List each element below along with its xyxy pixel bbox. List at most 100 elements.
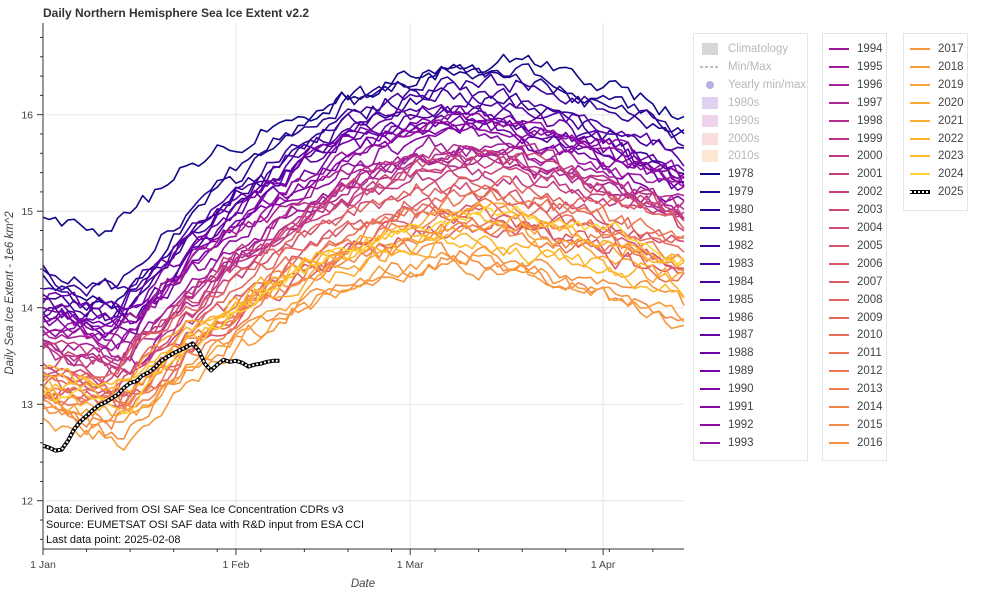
series-line-1989: [42, 117, 685, 336]
series-line-1986: [42, 111, 685, 338]
legend-label: Yearly min/max: [728, 78, 807, 91]
x-tick-label: 1 Apr: [591, 559, 616, 571]
legend-swatch: [700, 40, 720, 58]
legend-label: 1997: [857, 96, 883, 109]
legend-label: 2005: [857, 239, 883, 252]
series-line-1985: [42, 95, 685, 321]
series-line-2008: [42, 175, 685, 386]
legend-swatch: [700, 344, 720, 362]
legend-swatch: [829, 40, 849, 58]
legend-swatch: [910, 76, 930, 94]
legend-swatch: [700, 183, 720, 201]
legend-swatch: [700, 165, 720, 183]
chart-title: Daily Northern Hemisphere Sea Ice Extent…: [43, 6, 309, 20]
legend-label: 1987: [728, 329, 754, 342]
series-line-2019: [42, 220, 685, 418]
legend-label: 2007: [857, 275, 883, 288]
y-axis-label: Daily Sea Ice Extent - 1e6 km^2: [4, 211, 16, 375]
legend-swatch: [700, 291, 720, 309]
legend-swatch: [700, 380, 720, 398]
legend-swatch: [829, 255, 849, 273]
legend-swatch: [829, 147, 849, 165]
legend-label: 1980s: [728, 96, 760, 109]
series-line-2023: [42, 234, 685, 391]
year-series-lines: [42, 53, 685, 451]
legend-swatch: [910, 40, 930, 58]
legend-swatch: [700, 398, 720, 416]
source-note-line: Data: Derived from OSI SAF Sea Ice Conce…: [46, 504, 344, 516]
legend-column-1: Climatology Min/Max Yearly min/max 1980s 199…: [693, 33, 808, 461]
legend-label: 2010s: [728, 150, 760, 163]
series-line-1980: [42, 63, 685, 290]
legend-swatch: [910, 58, 930, 76]
legend-label: 1990s: [728, 114, 760, 127]
series-line-2018: [42, 251, 685, 451]
legend-column-3: 2017 2018 2019 2020 2021 2022 2023 2024 2025: [903, 33, 968, 211]
legend-swatch: [829, 183, 849, 201]
legend-label: 1980: [728, 204, 754, 217]
legend-label: 2025: [938, 186, 964, 199]
x-tick-label: 1 Jan: [30, 559, 56, 571]
legend-label: 2000s: [728, 132, 760, 145]
source-note-line: Source: EUMETSAT OSI SAF data with R&D i…: [46, 519, 365, 531]
x-tick-label: 1 Mar: [397, 559, 424, 571]
legend-label: 2003: [857, 204, 883, 217]
legend-label: 2017: [938, 43, 964, 55]
series-line-2020: [42, 201, 685, 401]
legend-label: 2015: [857, 418, 883, 431]
legend-swatch: [700, 219, 720, 237]
series-line-2015: [42, 241, 685, 431]
legend-label: 1999: [857, 132, 883, 145]
legend-label: 1988: [728, 347, 754, 360]
legend-column-2: 1994 1995 1996 1997 1998 1999 2000 2001 2002 2003…: [822, 33, 887, 461]
legend-swatch: [700, 273, 720, 291]
series-line-2017: [42, 258, 685, 429]
series-line-1995: [42, 142, 685, 367]
legend-swatch: [700, 416, 720, 434]
legend-label: 1993: [728, 436, 754, 449]
y-tick-label: 16: [21, 110, 33, 122]
legend-label: 2014: [857, 401, 883, 413]
legend-swatch: [700, 76, 720, 94]
x-axis-label: Date: [351, 578, 375, 590]
legend-label: 2006: [857, 257, 883, 270]
legend-label: 1985: [728, 293, 754, 306]
legend-label: 1991: [728, 401, 754, 413]
legend-swatch: [829, 273, 849, 291]
legend-label: 1983: [728, 257, 754, 270]
series-line-1991: [42, 123, 685, 331]
legend-label: 2004: [857, 222, 883, 234]
legend-swatch: [829, 219, 849, 237]
legend-label: 2000: [857, 150, 883, 163]
legend-swatch: [700, 58, 720, 76]
legend-label: 2022: [938, 132, 964, 145]
legend-label: 1995: [857, 60, 883, 73]
series-line-2012: [42, 189, 685, 413]
series-line-2000: [42, 166, 685, 379]
series-line-2024: [42, 205, 685, 415]
current-year-line: [42, 341, 280, 453]
legend-label: 1978: [728, 168, 754, 181]
legend-swatch: [700, 309, 720, 327]
source-note-line: Last data point: 2025-02-08: [46, 534, 181, 546]
legend-label: 2018: [938, 60, 964, 73]
y-tick-label: 15: [21, 206, 33, 218]
legend-swatch: [829, 434, 849, 452]
legend-label: 2016: [857, 436, 883, 449]
legend-label: 1990: [728, 383, 754, 396]
y-tick-label: 13: [21, 399, 33, 411]
series-line-1996: [42, 148, 685, 350]
series-line-2014: [42, 218, 685, 424]
legend-label: 1982: [728, 239, 754, 252]
legend-swatch: [700, 362, 720, 380]
x-tick-label: 1 Feb: [222, 559, 249, 571]
legend-swatch: [910, 147, 930, 165]
legend-swatch: [829, 362, 849, 380]
legend-label: 1984: [728, 275, 754, 288]
legend-swatch: [700, 112, 720, 130]
source-note: Data: Derived from OSI SAF Sea Ice Conce…: [46, 503, 364, 548]
legend-swatch: [910, 112, 930, 130]
legend-swatch: [829, 58, 849, 76]
legend-label: 2019: [938, 78, 964, 91]
